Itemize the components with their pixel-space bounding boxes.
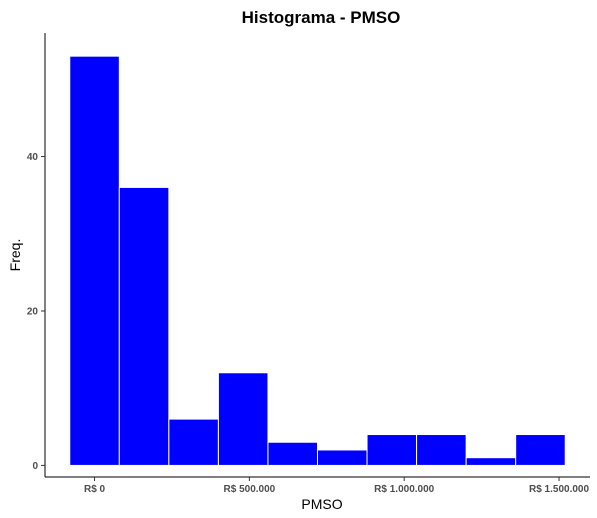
y-axis-label: Freq.	[7, 239, 23, 272]
y-tick-label-40: 40	[27, 152, 39, 163]
bars-group	[69, 55, 566, 466]
histogram-bar-4	[267, 441, 319, 466]
x-axis-ticks: R$ 0 R$ 500.000 R$ 1.000.000 R$ 1.500.000	[84, 477, 589, 495]
histogram-bar-1	[118, 186, 170, 466]
y-tick-label-20: 20	[27, 306, 39, 317]
histogram-bar-6	[366, 434, 418, 466]
histogram-bar-8	[465, 457, 517, 466]
histogram-bar-2	[168, 418, 219, 466]
x-tick-label-0: R$ 0	[84, 484, 106, 495]
histogram-bar-7	[416, 434, 467, 466]
chart-title: Histograma - PMSO	[242, 8, 401, 27]
histogram-bar-5	[317, 449, 368, 466]
x-tick-label-1000000: R$ 1.000.000	[374, 484, 434, 495]
x-axis-label: PMSO	[301, 496, 342, 512]
x-tick-label-500000: R$ 500.000	[224, 484, 276, 495]
histogram-bar-0	[69, 55, 120, 466]
y-tick-label-0: 0	[32, 461, 38, 472]
x-tick-label-1500000: R$ 1.500.000	[529, 484, 589, 495]
histogram-bar-3	[217, 372, 269, 466]
histogram-bar-9	[515, 434, 566, 466]
y-axis-ticks: 0 20 40	[27, 152, 45, 472]
